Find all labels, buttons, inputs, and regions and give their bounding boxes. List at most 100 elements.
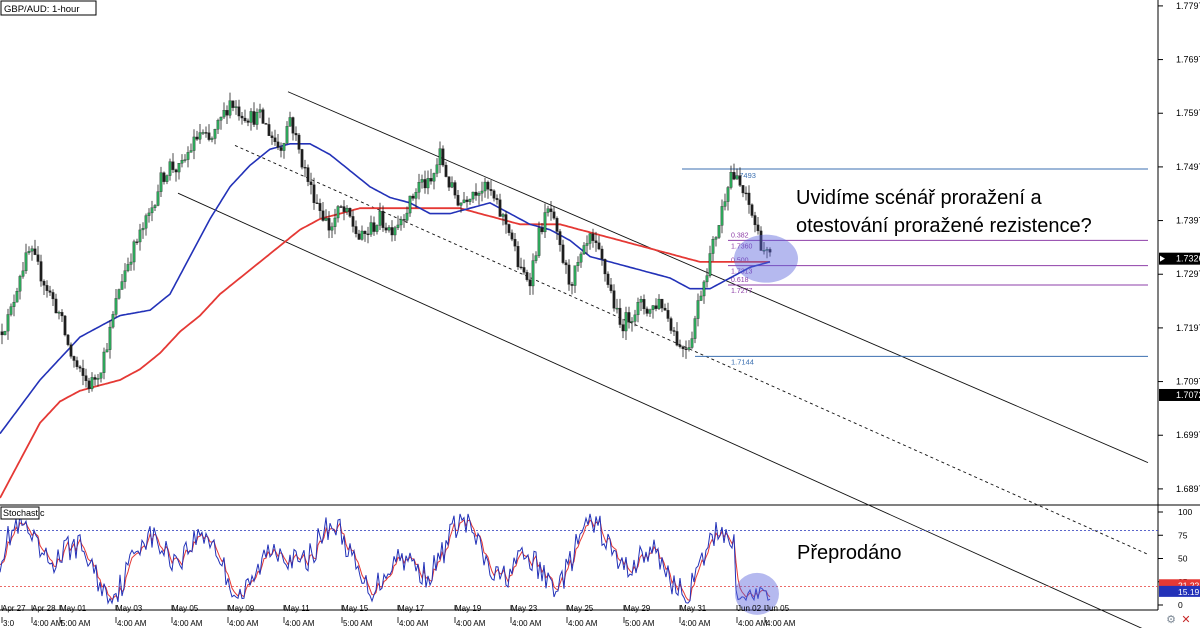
candle-body <box>729 172 733 188</box>
candle-body <box>174 169 178 173</box>
candle-body <box>288 117 292 127</box>
candle-body <box>216 120 220 130</box>
candle-body <box>276 141 280 148</box>
date-label: May 29 <box>624 604 651 613</box>
candle-body <box>528 279 532 287</box>
candle-body <box>546 208 550 213</box>
candle-body <box>234 106 238 108</box>
candle-body <box>315 202 319 204</box>
fib-value-label: 1.7360 <box>731 243 753 250</box>
candle-body <box>387 227 391 231</box>
time-label: 4:00 AM <box>399 619 429 628</box>
candle-body <box>600 248 604 260</box>
candle-body <box>450 182 454 188</box>
candle-body <box>693 318 697 339</box>
candle-body <box>534 255 538 261</box>
candle-body <box>498 199 502 217</box>
candle-body <box>225 110 229 116</box>
candle-body <box>381 210 385 228</box>
fib-ratio-label: 0.618 <box>731 277 749 284</box>
candle-body <box>744 192 748 195</box>
candle-body <box>105 349 109 353</box>
date-label: May 05 <box>172 604 199 613</box>
candle-body <box>33 248 37 255</box>
candle-body <box>414 192 418 199</box>
candle-body <box>663 307 667 311</box>
candle-body <box>444 164 448 177</box>
price-tick-label: 1.7197 <box>1176 323 1200 333</box>
close-icon[interactable]: ✕ <box>1181 614 1191 626</box>
candle-body <box>705 275 709 283</box>
candle-body <box>126 264 130 271</box>
candle-body <box>213 129 217 139</box>
settings-icon[interactable]: ⚙ <box>1166 614 1176 626</box>
candle-body <box>240 115 244 119</box>
candle-body <box>576 262 580 266</box>
candle-body <box>114 298 118 315</box>
candle-body <box>612 290 616 309</box>
candle-body <box>180 160 184 164</box>
candle-body <box>429 178 433 182</box>
time-label: 4:00 AM <box>738 619 768 628</box>
candle-body <box>309 181 313 185</box>
candle-body <box>318 203 322 211</box>
current-price-box <box>1159 252 1200 265</box>
candle-body <box>42 280 46 286</box>
candle-body <box>372 222 376 232</box>
candle-body <box>519 266 523 269</box>
stoch-k-line <box>0 513 771 605</box>
candle-body <box>732 172 736 180</box>
candle-body <box>621 324 625 332</box>
candle-body <box>477 193 481 196</box>
candle-body <box>390 227 394 236</box>
candle-body <box>420 179 424 183</box>
candle-body <box>408 195 412 214</box>
candle-body <box>354 226 358 234</box>
candle-body <box>351 216 355 227</box>
candle-body <box>531 260 535 287</box>
candle-body <box>162 172 166 182</box>
high-level-label: 1.7493 <box>733 171 756 180</box>
price-tick-label: 1.6897 <box>1176 484 1200 494</box>
candle-body <box>165 175 169 182</box>
price-tick-label: 1.7297 <box>1176 269 1200 279</box>
candle-body <box>768 249 772 253</box>
candle-body <box>723 201 727 207</box>
candle-body <box>291 117 295 134</box>
candle-body <box>342 206 346 212</box>
stoch-d-line <box>0 518 771 601</box>
candle-body <box>219 116 223 121</box>
candle-body <box>492 190 496 199</box>
candle-body <box>702 281 706 297</box>
candle-body <box>243 117 247 122</box>
candle-body <box>192 136 196 151</box>
candle-body <box>690 338 694 348</box>
candle-body <box>558 231 562 246</box>
candle-body <box>135 241 139 243</box>
candle-body <box>609 284 613 291</box>
candle-body <box>459 202 463 206</box>
candle-body <box>273 137 277 143</box>
candle-body <box>645 308 649 314</box>
candle-body <box>111 314 115 328</box>
candle-body <box>405 212 409 221</box>
candle-body <box>561 244 565 263</box>
candle-body <box>147 212 151 216</box>
candle-body <box>198 132 202 140</box>
candle-body <box>159 172 163 192</box>
candle-body <box>555 218 559 232</box>
candle-body <box>339 206 343 208</box>
candle-body <box>9 306 13 315</box>
candle-body <box>501 214 505 217</box>
candle-body <box>357 233 361 240</box>
candle-body <box>726 187 730 202</box>
candle-body <box>426 178 430 189</box>
candle-body <box>588 233 592 244</box>
candle-body <box>123 270 127 282</box>
candle-body <box>36 254 40 262</box>
candle-body <box>666 310 670 319</box>
candle-body <box>687 347 691 350</box>
candle-body <box>324 218 328 221</box>
time-label: 4:00 AM <box>568 619 598 628</box>
